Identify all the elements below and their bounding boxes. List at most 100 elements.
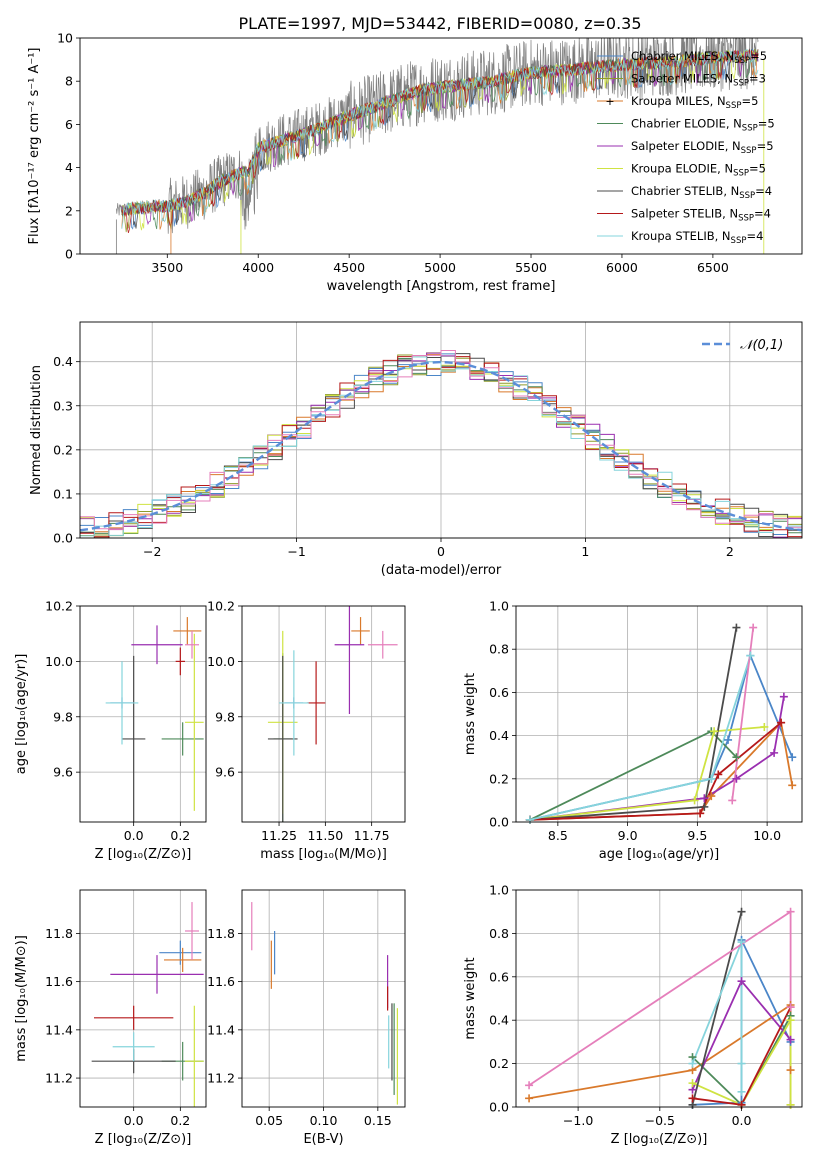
- axes-frame: [79, 889, 207, 1108]
- y-tick-label: 0.0: [489, 815, 509, 830]
- legend-label: Salpeter MILES, NSSP=3: [631, 72, 766, 89]
- y-tick-label: 11.6: [45, 974, 73, 989]
- legend-label: 𝒩(0,1): [740, 338, 783, 353]
- x-tick-label: −2: [143, 544, 161, 559]
- legend-label: Chabrier ELODIE, NSSP=5: [631, 117, 775, 134]
- x-axis-label: age [log₁₀(age/yr)]: [599, 847, 720, 862]
- weight-point-marker: [700, 794, 709, 803]
- x-tick-label: 0: [437, 544, 445, 559]
- weight-point-marker: [700, 802, 709, 811]
- weight-point-marker: [690, 796, 699, 805]
- y-tick-label: 0: [65, 247, 73, 262]
- y-tick-label: 10.2: [207, 599, 235, 614]
- weight-point-marker: [737, 977, 746, 986]
- legend-label: Salpeter ELODIE, NSSP=5: [631, 139, 774, 156]
- legend-label: Kroupa MILES, NSSP=5: [631, 94, 758, 111]
- y-tick-label: 0.2: [489, 1056, 509, 1071]
- model-spectrum-line: [121, 49, 759, 234]
- y-tick-label: 0.4: [489, 728, 509, 743]
- axes-frame: [79, 605, 207, 823]
- weight-point-marker: [786, 1035, 795, 1044]
- x-axis-label: (data-model)/error: [381, 563, 502, 578]
- x-tick-label: 0.10: [310, 1113, 338, 1128]
- y-tick-label: 10.0: [207, 654, 235, 669]
- x-axis-label: Z [log₁₀(Z/Z⊙)]: [95, 1132, 192, 1147]
- y-tick-label: 0.6: [489, 969, 509, 984]
- weight-point-marker: [707, 792, 716, 801]
- y-tick-label: 11.8: [207, 926, 235, 941]
- x-tick-label: 9.5: [687, 828, 707, 843]
- weight-point-marker: [688, 1094, 697, 1103]
- x-axis-label: mass [log₁₀(M/M⊙)]: [260, 847, 387, 862]
- x-tick-label: 5500: [515, 260, 547, 275]
- x-tick-label: 4500: [333, 260, 365, 275]
- y-tick-label: 8: [65, 74, 73, 89]
- spectrum-panel: 3500 4000 4500 5000 5500 6000 6500 0 2 4 6 8 10 wavel…: [27, 31, 803, 294]
- weight-vs-metallicity-panel: −1.0 −0.5 0.0 0.0 0.2 0.4 0.6 0.8 1.0 Z [log₁₀(Z/…: [463, 883, 803, 1147]
- y-axis-label: age [log₁₀(age/yr)]: [14, 654, 29, 775]
- histogram-step-line: [80, 356, 802, 537]
- x-tick-label: −1.0: [563, 1113, 593, 1128]
- weight-point-marker: [786, 1003, 795, 1012]
- x-tick-label: −0.5: [645, 1113, 675, 1128]
- weight-point-marker: [696, 809, 705, 818]
- weight-point-marker: [688, 1059, 697, 1068]
- axes-frame: [241, 605, 406, 823]
- legend-marker: +: [605, 95, 614, 108]
- mass-vs-metallicity-panel: 0.0 0.2 11.2 11.4 11.6 11.8 Z [log₁₀(Z/Z⊙)] mas…: [14, 889, 207, 1147]
- plot-area: [80, 350, 802, 538]
- x-tick-label: 11.75: [354, 828, 390, 843]
- y-tick-label: 0.6: [489, 685, 509, 700]
- x-tick-label: 6500: [697, 260, 729, 275]
- y-tick-label: 0.0: [489, 1100, 509, 1115]
- weight-series-line: [691, 911, 743, 1106]
- axes-frame: [515, 889, 803, 1108]
- weight-point-marker: [714, 770, 723, 779]
- weight-point-marker: [770, 748, 779, 757]
- age-vs-mass-panel: 11.25 11.50 11.75 9.6 9.8 10.0 10.2 mass [log₁₀…: [207, 599, 406, 862]
- y-tick-label: 11.4: [45, 1022, 73, 1037]
- y-tick-label: 0.1: [53, 486, 73, 501]
- y-tick-label: 0.8: [489, 642, 509, 657]
- weight-point-marker: [732, 774, 741, 783]
- weight-point-marker: [525, 1081, 534, 1090]
- y-tick-label: 10.2: [45, 599, 73, 614]
- weight-point-marker: [786, 1100, 795, 1109]
- y-axis-label: mass weight: [463, 673, 478, 755]
- weight-point-marker: [737, 938, 746, 947]
- y-tick-label: 0.2: [53, 442, 73, 457]
- x-tick-label: 0.0: [124, 828, 144, 843]
- x-tick-label: 0.2: [170, 828, 190, 843]
- x-tick-label: 10.0: [753, 828, 781, 843]
- weight-point-marker: [737, 1087, 746, 1096]
- x-tick-label: 6000: [606, 260, 638, 275]
- weight-point-marker: [737, 1059, 746, 1068]
- x-tick-label: 0.0: [124, 1113, 144, 1128]
- weight-point-marker: [786, 1066, 795, 1075]
- y-tick-label: 9.8: [215, 709, 235, 724]
- weight-series-line: [691, 941, 743, 1092]
- weight-point-marker: [710, 727, 719, 736]
- x-tick-label: 0.15: [364, 1113, 392, 1128]
- x-tick-label: 4000: [242, 260, 274, 275]
- x-tick-label: 3500: [151, 260, 183, 275]
- plot-area: [267, 606, 398, 822]
- weight-point-marker: [525, 1094, 534, 1103]
- y-tick-label: 11.4: [207, 1022, 235, 1037]
- y-tick-label: 11.6: [207, 974, 235, 989]
- y-tick-label: 0.8: [489, 926, 509, 941]
- legend-label: Chabrier MILES, NSSP=5: [631, 49, 767, 66]
- weight-point-marker: [737, 907, 746, 916]
- y-axis-label: mass weight: [463, 957, 478, 1039]
- legend-label: Chabrier STELIB, NSSP=4: [631, 184, 772, 201]
- y-tick-label: 2: [65, 203, 73, 218]
- x-tick-label: 0.0: [732, 1113, 752, 1128]
- weight-point-marker: [724, 735, 733, 744]
- weight-point-marker: [525, 815, 534, 824]
- weight-series-line: [529, 652, 794, 821]
- y-tick-label: 0.4: [489, 1013, 509, 1028]
- plot-area: [251, 902, 398, 1105]
- y-axis-label: Flux [fλ10⁻¹⁷ erg cm⁻² s⁻¹ A⁻¹]: [27, 48, 42, 245]
- y-tick-label: 9.6: [215, 765, 235, 780]
